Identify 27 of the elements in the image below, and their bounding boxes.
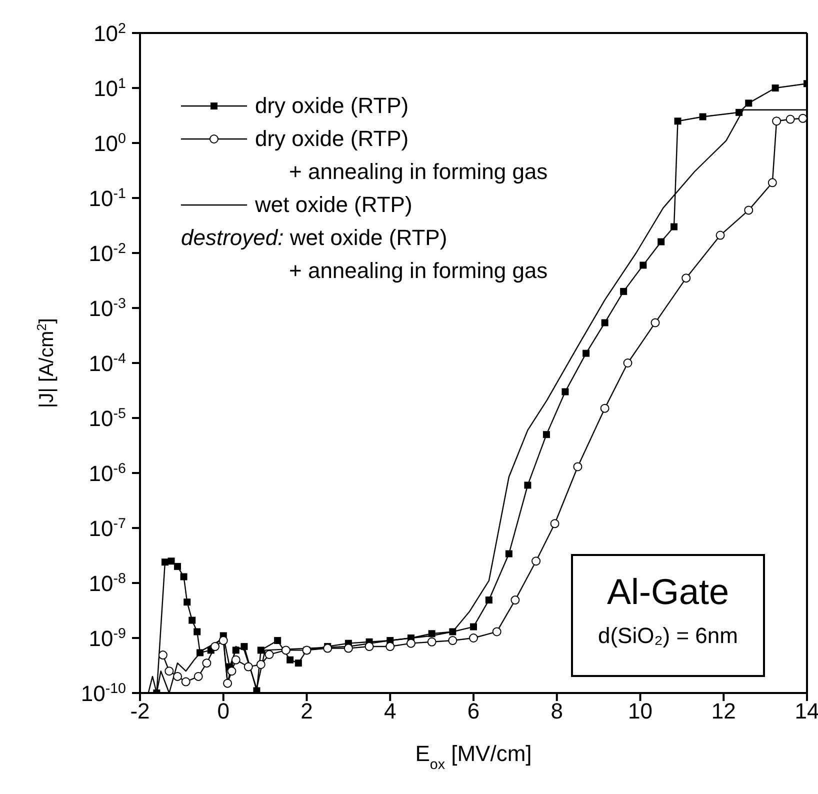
x-tick-label: -2 [130,698,150,724]
annotation: d(SiO₂) = 6nm [598,623,738,648]
legend-label: wet oxide (RTP) [255,191,412,219]
annotation: destroyed: wet oxide (RTP) + annealing in forming gas [181,225,548,285]
annotation: Al-Gate [606,570,730,614]
x-tick-label: 10 [628,698,652,724]
x-tick-label: 2 [300,698,313,724]
x-tick-label: 8 [550,698,563,724]
y-tick-label: 10$^{-9}$ [88,626,126,651]
y-tick-label: 10$^{-3}$ [88,296,126,321]
y-tick-label: 10$^{-2}$ [88,241,126,266]
x-tick-label: 0 [217,698,230,724]
y-tick-label: 10$^{0}$ [94,131,126,156]
x-axis-title: E$_{ox}$ [MV/cm] [415,741,532,773]
y-tick-label: 10$^{-4}$ [88,351,126,376]
x-tick-label: 6 [467,698,480,724]
y-tick-label: 10$^{2}$ [94,21,126,46]
y-tick-label: 10$^{1}$ [94,76,126,101]
x-tick-label: 4 [384,698,396,724]
y-tick-label: 10$^{-8}$ [88,571,126,596]
y-tick-label: 10$^{-10}$ [80,681,126,706]
legend-label: dry oxide (RTP) [255,92,409,120]
y-tick-label: 10$^{-5}$ [88,406,126,431]
y-tick-label: 10$^{-1}$ [88,186,126,211]
y-tick-label: 10$^{-6}$ [88,461,126,486]
y-tick-label: 10$^{-7}$ [88,516,126,541]
x-tick-label: 12 [711,698,736,724]
